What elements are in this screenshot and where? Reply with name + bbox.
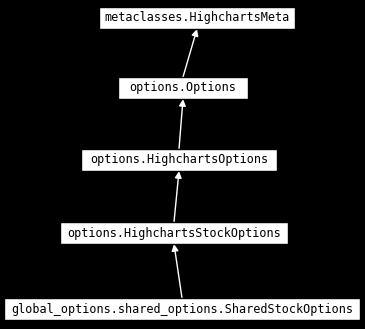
FancyBboxPatch shape	[4, 298, 360, 320]
FancyBboxPatch shape	[81, 149, 277, 171]
FancyBboxPatch shape	[99, 7, 295, 29]
FancyBboxPatch shape	[118, 77, 248, 99]
Text: metaclasses.HighchartsMeta: metaclasses.HighchartsMeta	[104, 12, 289, 24]
Text: options.HighchartsOptions: options.HighchartsOptions	[90, 154, 268, 166]
Text: options.Options: options.Options	[130, 82, 237, 94]
Text: global_options.shared_options.SharedStockOptions: global_options.shared_options.SharedStoc…	[11, 302, 353, 316]
FancyBboxPatch shape	[60, 222, 288, 244]
Text: options.HighchartsStockOptions: options.HighchartsStockOptions	[67, 226, 281, 240]
